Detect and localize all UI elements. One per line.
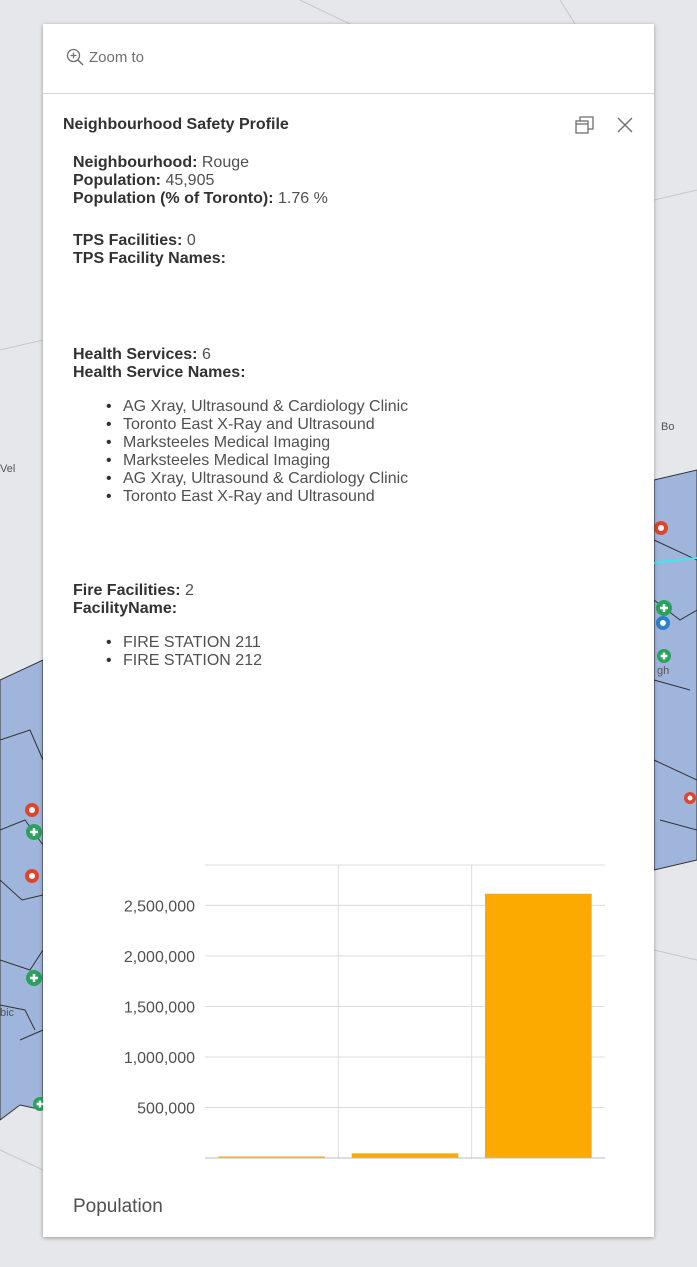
- chart-y-tick-label: 2,000,000: [124, 949, 195, 966]
- fire-icon[interactable]: [25, 803, 39, 817]
- chart-bar[interactable]: [218, 1156, 325, 1159]
- chart-y-tick-label: 2,500,000: [124, 898, 195, 915]
- population-value: 45,905: [165, 172, 215, 189]
- list-item: FIRE STATION 211: [73, 634, 633, 652]
- zoom-to-label: Zoom to: [89, 48, 145, 66]
- fire-names-label: FacilityName:: [73, 600, 178, 617]
- health-services-label: Health Services:: [73, 346, 198, 363]
- tps-facilities-value: 0: [186, 232, 196, 249]
- fire-icon[interactable]: [25, 869, 39, 883]
- fire-facilities-label: Fire Facilities:: [73, 582, 181, 599]
- popup-panel: Zoom to Neighbourhood Safety Profile Nei…: [43, 24, 654, 1237]
- tps-names-row: TPS Facility Names:: [73, 250, 633, 268]
- chart-x-axis-label: Population: [73, 1196, 163, 1217]
- health-names-label: Health Service Names:: [73, 364, 246, 381]
- list-item: AG Xray, Ultrasound & Cardiology Clinic: [73, 470, 633, 488]
- list-item: AG Xray, Ultrasound & Cardiology Clinic: [73, 398, 633, 416]
- health-icon[interactable]: [26, 970, 42, 986]
- health-icon[interactable]: [26, 824, 42, 840]
- zoom-to-button[interactable]: Zoom to: [65, 47, 144, 67]
- health-services-row: Health Services: 6: [73, 346, 633, 364]
- police-icon[interactable]: [656, 616, 670, 630]
- tps-names-label: TPS Facility Names:: [73, 250, 226, 267]
- fire-icon[interactable]: [684, 792, 696, 804]
- chart-y-tick-label: 1,000,000: [124, 1050, 195, 1067]
- list-item: Toronto East X-Ray and Ultrasound: [73, 488, 633, 506]
- neighbourhood-label: Neighbourhood:: [73, 154, 198, 171]
- chart-y-tick-label: 1,500,000: [124, 999, 195, 1016]
- tps-facilities-label: TPS Facilities:: [73, 232, 183, 249]
- zoom-in-icon: [66, 48, 84, 66]
- population-percent-label: Population (% of Toronto):: [73, 190, 274, 207]
- map-label: Vel: [0, 463, 15, 475]
- neighbourhood-polygon-left[interactable]: [0, 659, 44, 1121]
- tps-facilities-row: TPS Facilities: 0: [73, 232, 633, 250]
- popup-header: Neighbourhood Safety Profile: [63, 116, 643, 140]
- map-label: gh: [657, 665, 669, 677]
- fire-facilities-row: Fire Facilities: 2: [73, 582, 633, 600]
- popup-content: Neighbourhood: Rouge Population: 45,905 …: [73, 154, 633, 670]
- list-item: Toronto East X-Ray and Ultrasound: [73, 416, 633, 434]
- fire-facilities-value: 2: [185, 582, 194, 599]
- health-icon[interactable]: [657, 649, 671, 663]
- population-label: Population:: [73, 172, 161, 189]
- list-item: Marksteeles Medical Imaging: [73, 434, 633, 452]
- dock-icon[interactable]: [573, 113, 597, 137]
- population-bar-chart: 500,000 1,000,000 1,500,000 2,000,000 2,500,…: [124, 864, 605, 1159]
- popup-title: Neighbourhood Safety Profile: [63, 116, 289, 133]
- popup-action-bar: Zoom to: [43, 24, 654, 94]
- health-services-list: AG Xray, Ultrasound & Cardiology Clinic …: [73, 398, 633, 506]
- chart-bar[interactable]: [351, 1153, 459, 1158]
- health-icon[interactable]: [656, 600, 672, 616]
- neighbourhood-row: Neighbourhood: Rouge: [73, 154, 633, 172]
- population-percent-value: 1.76 %: [278, 190, 328, 207]
- map-label: Bo: [661, 421, 674, 433]
- neighbourhood-polygon-right[interactable]: [653, 469, 697, 871]
- list-item: FIRE STATION 212: [73, 652, 633, 670]
- chart-bar[interactable]: [485, 893, 592, 1158]
- population-row: Population: 45,905: [73, 172, 633, 190]
- fire-icon[interactable]: [654, 521, 668, 535]
- health-services-value: 6: [201, 346, 211, 363]
- chart-y-tick-label: 500,000: [137, 1100, 195, 1117]
- population-percent-row: Population (% of Toronto): 1.76 %: [73, 190, 633, 208]
- fire-names-row: FacilityName:: [73, 600, 633, 618]
- close-icon[interactable]: [613, 113, 637, 137]
- list-item: Marksteeles Medical Imaging: [73, 452, 633, 470]
- map-label: bic: [0, 1007, 15, 1019]
- health-names-row: Health Service Names:: [73, 364, 633, 382]
- fire-facilities-list: FIRE STATION 211 FIRE STATION 212: [73, 634, 633, 670]
- neighbourhood-value: Rouge: [201, 154, 250, 171]
